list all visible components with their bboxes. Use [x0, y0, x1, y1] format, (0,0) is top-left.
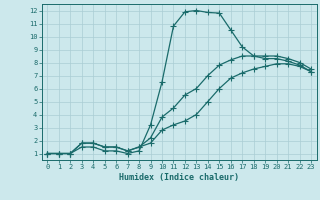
X-axis label: Humidex (Indice chaleur): Humidex (Indice chaleur) [119, 173, 239, 182]
